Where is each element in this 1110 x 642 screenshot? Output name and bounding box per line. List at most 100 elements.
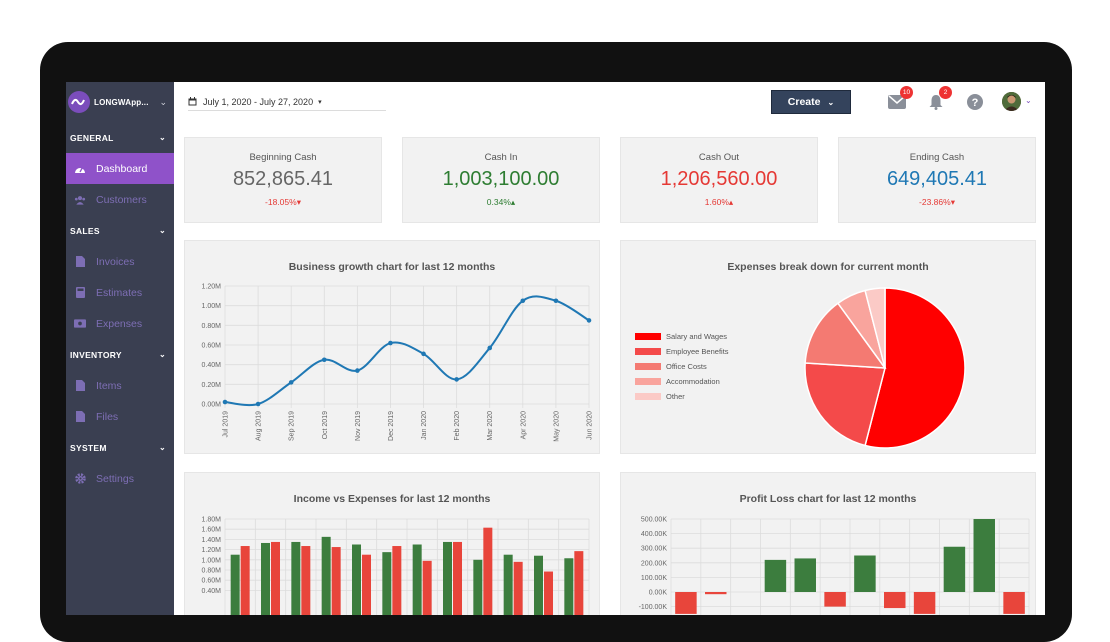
income-expense-bar — [230, 554, 240, 615]
growth-point — [388, 340, 393, 346]
income-expense-bar — [331, 547, 341, 615]
topbar: July 1, 2020 - July 27, 2020 ▾ Create ⌄ … — [174, 82, 1045, 130]
brand-chevron-down-icon[interactable]: ⌄ — [159, 96, 167, 107]
growth-chart-title: Business growth chart for last 12 months — [288, 261, 496, 273]
create-button-label: Create — [787, 96, 821, 108]
sidebar-item-label: Dashboard — [96, 162, 148, 175]
profit-loss-title: Profit Loss chart for last 12 months — [739, 493, 917, 505]
calculator-icon — [74, 287, 86, 298]
sidebar-item-expenses[interactable]: Expenses — [66, 308, 174, 339]
sidebar-section-sales[interactable]: SALES ⌄ — [66, 215, 174, 246]
sidebar-item-items[interactable]: Items — [66, 370, 174, 401]
kpi-change-arrow-icon: ▾ — [296, 197, 301, 207]
sidebar-item-dashboard[interactable]: Dashboard — [66, 153, 174, 184]
kpi-change-arrow-icon: ▴ — [510, 197, 516, 207]
growth-point — [288, 380, 294, 385]
money-bill-icon — [74, 319, 86, 328]
income-expense-bar — [382, 552, 392, 615]
expenses-pie-chart: Salary and Wages Employee Benefits Office … — [635, 287, 966, 449]
income-expense-bar — [503, 554, 513, 615]
sidebar-item-label: Files — [96, 410, 119, 423]
sidebar-item-customers[interactable]: Customers — [66, 184, 174, 215]
help-button[interactable]: ? — [965, 92, 985, 112]
income-expense-bar — [564, 558, 574, 615]
growth-point — [586, 318, 592, 323]
envelope-icon — [888, 95, 906, 109]
legend-label: Other — [666, 392, 685, 401]
y-tick-label: 1.00M — [202, 557, 222, 564]
brand[interactable]: LONGWApp... ⌄ — [66, 82, 174, 122]
x-tick-label: Jun 2020 — [587, 411, 594, 440]
kpi-label: Ending Cash — [909, 152, 965, 163]
create-chevron-down-icon: ⌄ — [827, 97, 835, 107]
legend-swatch — [635, 378, 661, 385]
profit-loss-bar — [973, 519, 995, 592]
income-expense-bar — [321, 536, 331, 615]
mail-button[interactable]: 10 — [887, 86, 913, 112]
y-tick-label: 1.40M — [202, 537, 222, 544]
y-tick-label: 1.20M — [202, 284, 222, 291]
legend-label: Office Costs — [666, 362, 707, 371]
sidebar-section-system[interactable]: SYSTEM ⌄ — [66, 432, 174, 463]
kpi-value: 649,405.41 — [886, 168, 988, 190]
profit-loss-bar — [913, 592, 936, 614]
income-expense-bar — [443, 541, 452, 615]
income-expense-bar — [544, 571, 553, 615]
kpi-card-cash-in: Cash In 1,003,100.00 0.34%▴ — [402, 137, 600, 223]
profit-loss-panel: Profit Loss chart for last 12 months -10… — [620, 472, 1036, 615]
sidebar-section-general[interactable]: GENERAL ⌄ — [66, 122, 174, 153]
kpi-card-beginning-cash: Beginning Cash 852,865.41 -18.05%▾ — [184, 137, 382, 223]
kpi-change: -18.05%▾ — [185, 197, 381, 208]
x-tick-label: Oct 2019 — [322, 411, 329, 440]
sidebar-item-label: Estimates — [96, 286, 143, 299]
sidebar-item-files[interactable]: Files — [66, 401, 174, 432]
gauge-icon — [74, 164, 86, 174]
chevron-down-icon: ⌄ — [158, 350, 166, 359]
profit-loss-bar — [943, 546, 966, 592]
legend-swatch — [635, 333, 661, 340]
growth-point — [321, 357, 327, 363]
kpi-label: Beginning Cash — [249, 152, 317, 163]
income-expense-bar — [453, 541, 462, 615]
y-tick-label: 0.40M — [202, 588, 222, 595]
sidebar-item-estimates[interactable]: Estimates — [66, 277, 174, 308]
income-expense-bar — [291, 541, 301, 615]
sidebar-section-label: SALES — [70, 225, 100, 236]
y-tick-label: 0.40M — [202, 362, 222, 369]
profit-loss-bar — [854, 555, 876, 592]
growth-line-chart: 0.00M 0.20M 0.40M 0.60M 0.80M 1.00M 1.20M Jul 2… — [202, 284, 594, 442]
date-range-text: July 1, 2020 - July 27, 2020 — [203, 97, 314, 107]
income-expense-bar — [240, 546, 250, 615]
kpi-card-cash-out: Cash Out 1,206,560.00 1.60%▴ — [620, 137, 818, 223]
growth-chart-panel: Business growth chart for last 12 months… — [184, 240, 600, 454]
sidebar-item-settings[interactable]: Settings — [66, 463, 174, 494]
chevron-down-icon: ⌄ — [158, 133, 166, 142]
pie-slice — [804, 302, 887, 369]
users-icon — [74, 195, 86, 205]
y-tick-label: 0.60M — [202, 578, 222, 585]
income-expense-bar — [412, 544, 422, 615]
y-tick-label: 0.20M — [202, 382, 222, 389]
income-expense-bar — [534, 555, 543, 615]
x-tick-label: Sep 2019 — [289, 411, 296, 441]
legend-swatch — [635, 393, 661, 400]
notifications-button[interactable]: 2 — [926, 86, 952, 112]
growth-line — [224, 295, 590, 407]
create-button[interactable]: Create ⌄ — [771, 90, 851, 114]
sidebar-item-invoices[interactable]: Invoices — [66, 246, 174, 277]
date-range-picker[interactable]: July 1, 2020 - July 27, 2020 ▾ — [188, 94, 386, 111]
brand-name: LONGWApp... — [94, 97, 149, 107]
sidebar-section-inventory[interactable]: INVENTORY ⌄ — [66, 339, 174, 370]
profit-loss-bar-chart: -100.00K 0.00K 100.00K 200.00K 300.00K 400.00… — [639, 517, 1030, 615]
avatar[interactable] — [1002, 92, 1021, 111]
y-tick-label: 1.80M — [202, 517, 222, 524]
box-icon — [74, 380, 86, 391]
avatar-chevron-down-icon[interactable]: ⌄ — [1025, 96, 1032, 105]
kpi-change-arrow-icon: ▾ — [950, 197, 955, 207]
mail-badge: 10 — [900, 86, 913, 99]
profit-loss-bar — [824, 592, 846, 607]
y-tick-label: 100.00K — [641, 575, 667, 582]
y-tick-label: 1.00M — [202, 303, 222, 310]
profit-loss-bar — [1003, 592, 1025, 614]
sidebar-item-label: Invoices — [96, 255, 135, 268]
